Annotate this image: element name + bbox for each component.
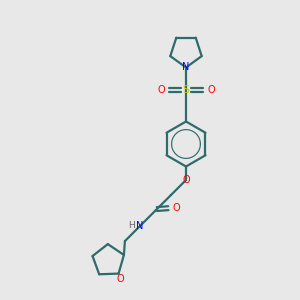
- Text: O: O: [116, 274, 124, 284]
- Text: N: N: [136, 221, 143, 231]
- Text: S: S: [182, 85, 190, 95]
- Text: H: H: [128, 221, 135, 230]
- Text: O: O: [182, 175, 190, 185]
- Text: O: O: [207, 85, 215, 95]
- Text: O: O: [172, 203, 180, 213]
- Text: N: N: [182, 62, 190, 73]
- Text: O: O: [157, 85, 165, 95]
